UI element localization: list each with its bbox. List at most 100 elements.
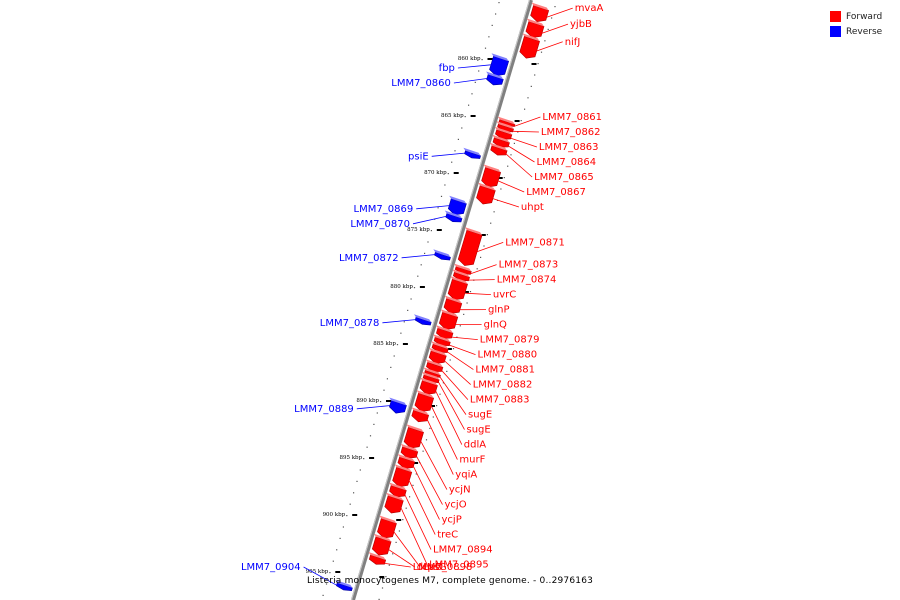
minor-tick-left <box>474 81 476 83</box>
gene-label-LMM7_0898: LMM7_0898 <box>413 562 473 573</box>
minor-tick-left <box>461 127 463 129</box>
minor-tick-left <box>386 378 388 380</box>
minor-tick-right <box>446 370 448 372</box>
label-leader <box>435 391 463 445</box>
minor-tick-right <box>415 473 417 475</box>
minor-tick-left <box>366 446 368 448</box>
minor-tick-left <box>383 389 385 391</box>
label-leader <box>384 563 411 568</box>
gene-block-LMM7_0871[interactable] <box>457 229 483 266</box>
gene-label-LMM7_0889: LMM7_0889 <box>294 404 354 415</box>
minor-tick-left <box>376 412 378 414</box>
gene-block-deaD[interactable] <box>371 536 392 556</box>
label-leader <box>492 198 520 208</box>
minor-tick-left <box>393 355 395 357</box>
gene-block-LMM7_0865[interactable] <box>490 145 508 156</box>
minor-tick-left <box>498 2 500 4</box>
minor-tick-right <box>385 576 387 578</box>
gene-label-LMM7_0873: LMM7_0873 <box>499 260 559 271</box>
gene-block-nifJ[interactable] <box>519 35 540 59</box>
minor-tick-right <box>547 28 549 30</box>
gene-label-LMM7_0864: LMM7_0864 <box>537 157 597 168</box>
minor-tick-right <box>524 108 526 110</box>
gene-bevel <box>397 454 415 462</box>
gene-block-uhpt[interactable] <box>476 185 496 205</box>
minor-tick-right <box>463 313 465 315</box>
genome-backbone-highlight <box>351 0 530 600</box>
label-leader <box>546 7 573 18</box>
label-leader <box>505 153 533 178</box>
gene-bevel <box>379 515 397 524</box>
gene-label-LMM7_0904: LMM7_0904 <box>241 562 301 573</box>
gene-block-LMM7_0869[interactable] <box>447 198 467 216</box>
minor-tick-right <box>442 382 444 384</box>
minor-tick-left <box>403 321 405 323</box>
gene-bevel <box>406 424 424 433</box>
minor-tick-right <box>381 587 384 589</box>
label-leader <box>444 360 471 385</box>
minor-tick-left <box>353 492 355 494</box>
reverse-swatch-icon <box>830 26 841 37</box>
label-leader <box>431 405 458 460</box>
gene-label-cpsG: cpsG <box>422 562 447 573</box>
label-leader <box>412 216 447 225</box>
minor-tick-left <box>427 241 429 243</box>
gene-label-LMM7_0874: LMM7_0874 <box>497 275 557 286</box>
label-leader <box>498 180 525 193</box>
gene-bevel <box>433 249 451 258</box>
gene-bevel <box>489 142 508 151</box>
tick-label: 885 kbp <box>373 341 396 347</box>
gene-bevel <box>454 263 472 272</box>
label-leader <box>453 78 487 84</box>
gene-label-uvrC: uvrC <box>493 290 516 301</box>
legend-label-reverse: Reverse <box>846 26 883 37</box>
minor-tick-left <box>444 184 446 186</box>
minor-tick-left <box>380 401 382 403</box>
minor-tick-right <box>510 154 512 156</box>
minor-tick-right <box>544 40 546 42</box>
minor-tick-right <box>500 188 502 190</box>
gene-bevel <box>444 210 462 219</box>
minor-tick-right <box>476 268 478 270</box>
gene-block-LMM7_0867[interactable] <box>481 167 502 188</box>
gene-bevel <box>431 341 449 350</box>
minor-tick-right <box>436 405 438 407</box>
gene-block-ddlA[interactable] <box>419 380 438 395</box>
minor-tick-right <box>534 74 536 76</box>
minor-tick-left <box>417 275 419 277</box>
gene-label-treC: treC <box>437 530 458 541</box>
tick-label: 875 kbp <box>407 227 430 233</box>
minor-tick-right <box>405 507 407 509</box>
legend-label-forward: Forward <box>846 11 883 22</box>
minor-tick-right <box>551 17 553 19</box>
label-leader <box>438 381 465 430</box>
minor-tick-right <box>527 97 529 99</box>
label-leader <box>449 344 476 355</box>
tick-label: 865 kbp <box>441 113 464 119</box>
tick-label: 900 kbp <box>323 512 346 518</box>
gene-block-psiE[interactable] <box>464 150 481 159</box>
legend: Forward Reverse <box>830 9 890 39</box>
label-leader <box>303 566 337 586</box>
gene-label-fbp: fbp <box>439 63 455 74</box>
minor-tick-right <box>517 131 519 133</box>
minor-tick-right <box>459 325 461 327</box>
minor-tick-left <box>413 287 416 289</box>
gene-bevel <box>522 33 540 42</box>
gene-bevel <box>440 309 458 318</box>
gene-bevel <box>491 53 509 62</box>
gene-bevel <box>531 2 549 11</box>
gene-label-LMM7_0869: LMM7_0869 <box>354 204 414 215</box>
label-leader <box>477 242 504 252</box>
gene-bevel <box>425 359 443 368</box>
gene-block-LMM7_0898[interactable] <box>368 554 387 565</box>
label-leader <box>457 64 491 69</box>
gene-label-ddlA: ddlA <box>464 440 486 451</box>
minor-tick-left <box>322 594 324 596</box>
minor-tick-left <box>495 13 497 15</box>
gene-block-cpsG[interactable] <box>377 518 397 539</box>
minor-tick-left <box>440 195 443 197</box>
gene-features <box>335 2 550 592</box>
minor-tick-left <box>447 173 449 175</box>
label-leader <box>382 319 416 324</box>
